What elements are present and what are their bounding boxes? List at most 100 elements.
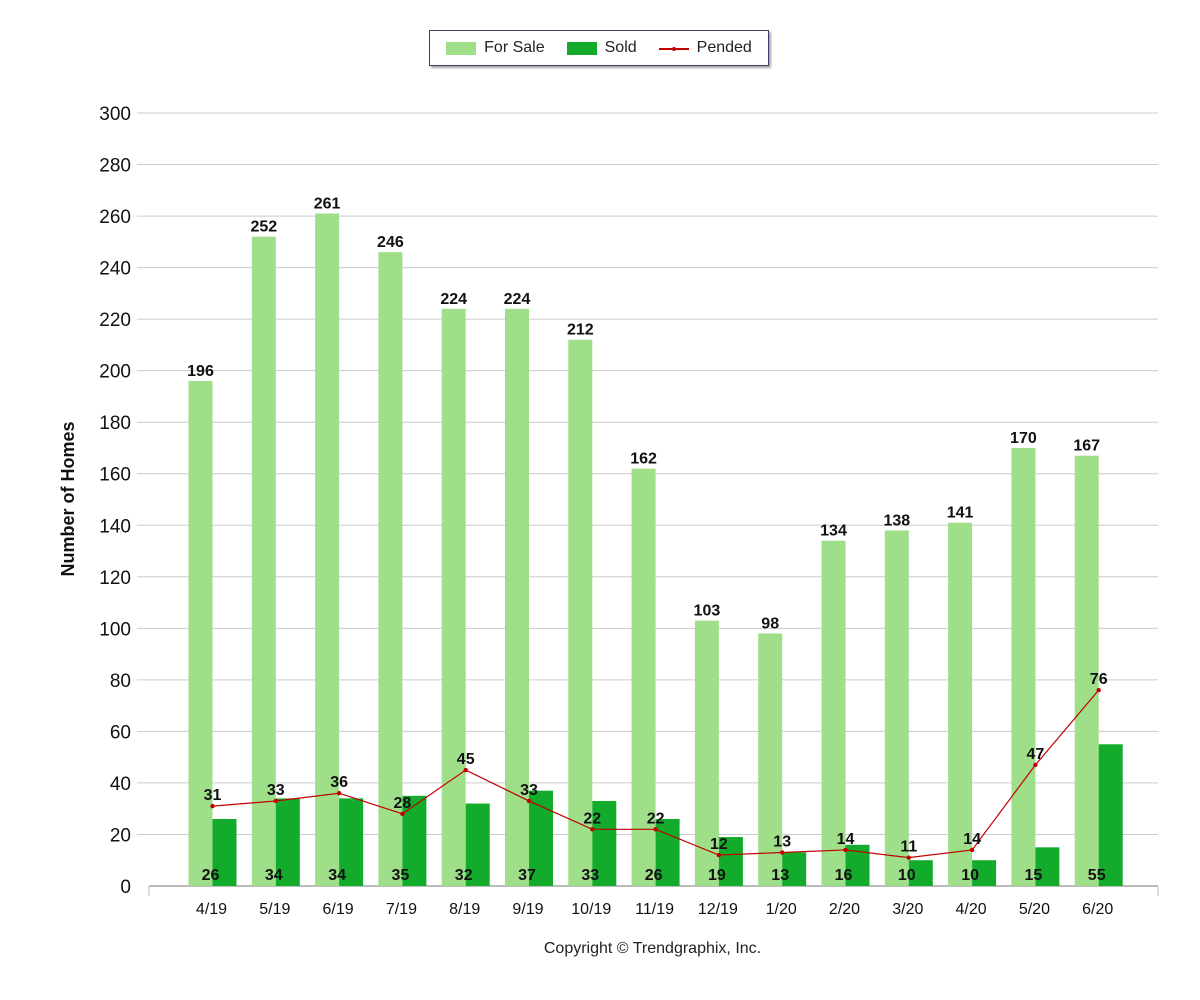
sold-data-label: 26 <box>202 867 220 884</box>
for-sale-data-label: 196 <box>187 363 214 380</box>
sold-bar <box>339 798 364 886</box>
legend-swatch-sold <box>566 41 597 55</box>
sold-data-label: 35 <box>392 867 410 884</box>
sold-bar <box>972 860 997 886</box>
legend-item-pended[interactable]: Pended <box>658 39 752 57</box>
x-tick-label: 5/19 <box>259 901 290 918</box>
for-sale-bar <box>315 213 340 887</box>
x-tick-label: 7/19 <box>386 901 417 918</box>
pended-point <box>1033 762 1038 768</box>
sold-data-label: 26 <box>645 867 663 884</box>
for-sale-bar <box>631 468 656 886</box>
legend-swatch-pended <box>658 42 689 55</box>
pended-data-label: 14 <box>963 831 981 848</box>
pended-data-label: 12 <box>710 836 728 853</box>
x-tick-label: 3/20 <box>892 901 923 918</box>
sold-data-label: 55 <box>1088 867 1106 884</box>
legend-item-sold[interactable]: Sold <box>566 39 637 57</box>
x-tick-label: 9/19 <box>512 901 543 918</box>
pended-point <box>210 803 215 809</box>
sold-data-label: 10 <box>961 867 979 884</box>
sold-bar <box>782 852 807 886</box>
x-tick-label: 6/19 <box>323 901 354 918</box>
for-sale-data-label: 103 <box>694 603 721 620</box>
x-tick-label: 1/20 <box>766 901 797 918</box>
x-tick-label: 8/19 <box>449 901 480 918</box>
sold-bar <box>465 803 490 886</box>
for-sale-bar <box>758 633 783 886</box>
sold-bar <box>212 819 237 886</box>
for-sale-bar <box>505 308 529 886</box>
legend-swatch-for-sale <box>446 41 477 55</box>
y-tick-label: 180 <box>99 413 131 434</box>
y-tick-label: 260 <box>99 207 131 228</box>
sold-data-label: 15 <box>1025 867 1043 884</box>
for-sale-data-label: 170 <box>1010 430 1037 447</box>
pended-point <box>400 811 405 817</box>
x-tick-label: 4/20 <box>956 901 987 918</box>
pended-data-label: 36 <box>330 774 348 791</box>
x-tick-label: 4/19 <box>196 901 227 918</box>
x-tick-label: 5/20 <box>1019 901 1050 918</box>
y-tick-label: 280 <box>99 156 131 177</box>
for-sale-data-label: 134 <box>820 523 847 540</box>
pended-data-label: 33 <box>520 782 538 799</box>
sold-bar <box>275 798 300 886</box>
for-sale-bar <box>188 380 213 886</box>
sold-data-label: 13 <box>771 867 789 884</box>
copyright-text: Copyright © Trendgraphix, Inc. <box>543 940 762 957</box>
sold-data-label: 32 <box>455 867 473 884</box>
pended-data-label: 45 <box>457 751 475 768</box>
legend-item-for-sale[interactable]: For Sale <box>446 39 545 57</box>
legend-label-sold: Sold <box>604 39 637 56</box>
y-tick-label: 20 <box>110 825 131 846</box>
for-sale-data-label: 141 <box>947 505 974 522</box>
y-tick-label: 140 <box>99 516 131 537</box>
sold-bar <box>1035 847 1060 886</box>
sold-bar <box>655 819 680 886</box>
y-tick-label: 40 <box>110 774 131 795</box>
pended-point <box>463 767 468 773</box>
pended-data-label: 11 <box>900 839 917 856</box>
pended-point <box>843 847 848 853</box>
y-tick-label: 200 <box>99 362 131 383</box>
for-sale-bar <box>821 540 846 886</box>
y-tick-label: 240 <box>99 259 131 280</box>
y-tick-label: 100 <box>99 619 131 640</box>
pended-point <box>273 798 278 804</box>
for-sale-data-label: 162 <box>630 451 657 468</box>
sold-data-label: 19 <box>708 867 726 884</box>
for-sale-bar <box>694 620 719 886</box>
for-sale-data-label: 246 <box>377 234 404 251</box>
pended-data-label: 47 <box>1027 746 1045 763</box>
pended-point <box>653 827 658 832</box>
for-sale-bar <box>1011 447 1036 886</box>
for-sale-data-label: 167 <box>1073 438 1100 455</box>
for-sale-bar <box>568 339 593 886</box>
sold-data-label: 33 <box>581 867 599 884</box>
pended-point <box>906 855 911 860</box>
y-tick-label: 0 <box>120 877 131 898</box>
for-sale-data-label: 252 <box>250 219 277 236</box>
pended-data-label: 22 <box>583 810 601 827</box>
sold-data-label: 34 <box>265 867 283 884</box>
for-sale-data-label: 224 <box>504 291 531 308</box>
sold-data-label: 16 <box>835 867 853 884</box>
pended-point <box>716 852 722 858</box>
for-sale-bar <box>251 236 276 886</box>
for-sale-data-label: 98 <box>761 615 779 632</box>
pended-point <box>1096 687 1101 693</box>
x-tick-label: 12/19 <box>698 901 738 918</box>
legend-label-pended: Pended <box>696 39 752 56</box>
pended-data-label: 33 <box>267 782 285 799</box>
for-sale-data-label: 224 <box>440 291 467 308</box>
sold-bar <box>1098 744 1123 886</box>
y-axis-title: Number of Homes <box>58 421 78 576</box>
for-sale-bar <box>378 252 403 886</box>
pended-point <box>526 798 532 804</box>
pended-data-label: 13 <box>773 834 791 851</box>
pended-data-label: 14 <box>837 831 855 848</box>
pended-point <box>780 850 785 855</box>
for-sale-bar <box>1074 455 1099 886</box>
